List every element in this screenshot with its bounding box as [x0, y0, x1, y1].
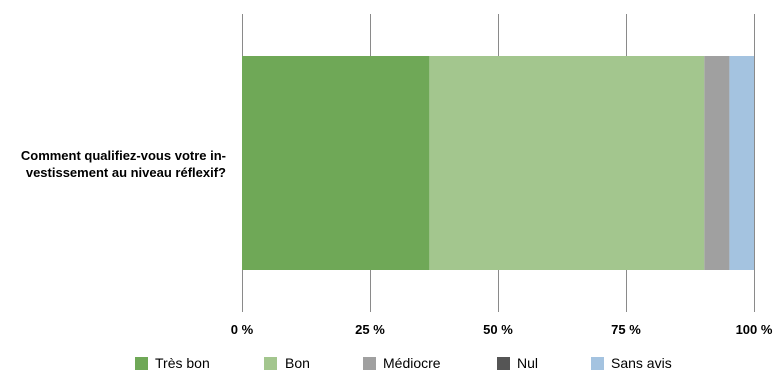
bar-segment-sans-avis — [729, 56, 754, 270]
bar-segment-très-bon — [242, 56, 430, 270]
legend-swatch-bon — [264, 357, 277, 370]
bar-segments — [242, 56, 754, 270]
legend-label-sans-avis: Sans avis — [611, 355, 672, 371]
legend-swatch-médiocre — [363, 357, 376, 370]
legend-swatch-très-bon — [135, 357, 148, 370]
x-tick-label-0: 0 % — [231, 322, 254, 337]
x-tick-label-50: 50 % — [483, 322, 513, 337]
bar-segment-médiocre — [704, 56, 730, 270]
x-axis-tick-labels: 0 % 25 % 50 % 75 % 100 % — [231, 322, 773, 337]
bar-segment-bon — [429, 56, 705, 270]
category-label-line-1: Comment qualifiez-vous votre in- — [21, 148, 226, 163]
legend: Très bon Bon Médiocre Nul Sans avis — [135, 355, 672, 371]
legend-label-nul: Nul — [517, 355, 538, 371]
legend-label-très-bon: Très bon — [155, 355, 210, 371]
category-labels: Comment qualifiez-vous votre in- vestiss… — [21, 148, 226, 180]
legend-swatch-sans-avis — [591, 357, 604, 370]
category-label-line-2: vestissement au niveau réflexif? — [26, 165, 226, 180]
legend-label-bon: Bon — [285, 355, 310, 371]
x-tick-label-100: 100 % — [736, 322, 773, 337]
legend-swatch-nul — [497, 357, 510, 370]
legend-label-médiocre: Médiocre — [383, 355, 441, 371]
x-tick-label-25: 25 % — [355, 322, 385, 337]
x-tick-label-75: 75 % — [611, 322, 641, 337]
